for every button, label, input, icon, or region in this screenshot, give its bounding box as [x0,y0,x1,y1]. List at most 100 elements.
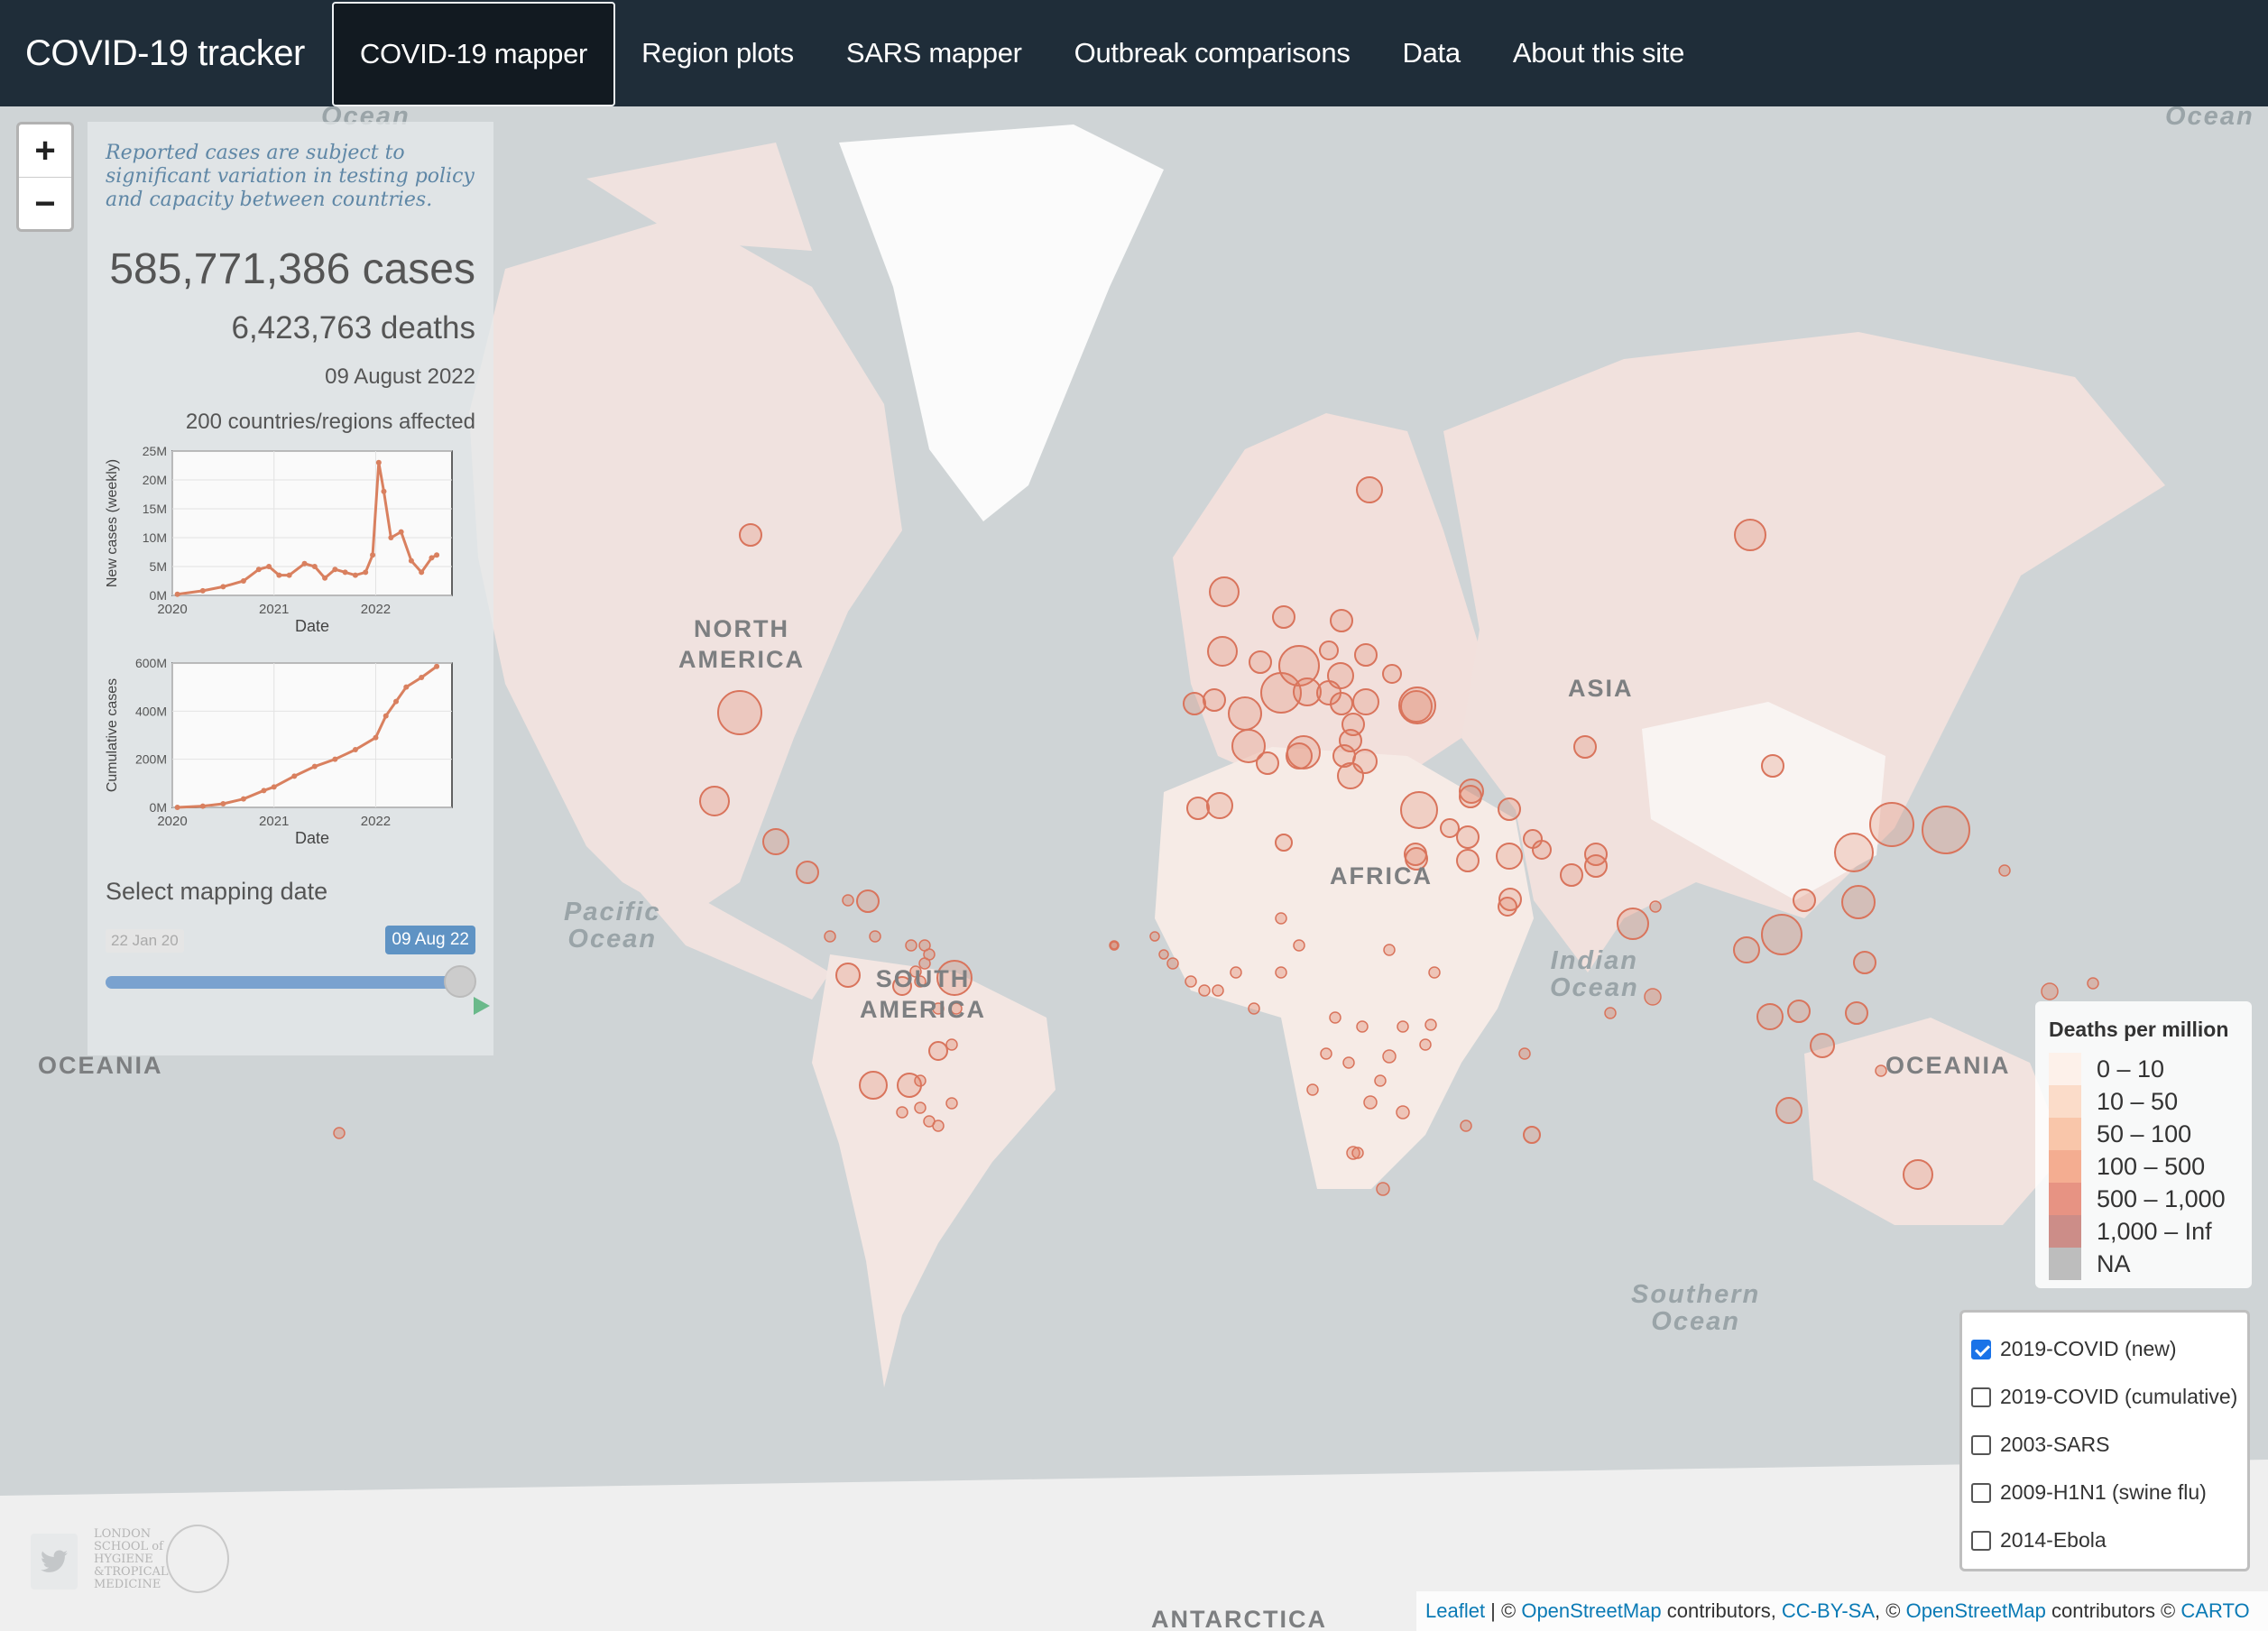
testing-note: Reported cases are subject to significan… [106,142,475,211]
layer-label[interactable]: 2009-H1N1 (swine flu) [2000,1480,2207,1504]
lshtm-logo-line: MEDICINE [94,1578,161,1591]
ocean-label-southern: Southern Ocean [1631,1280,1761,1336]
x-axis-label: Date [295,829,329,847]
continent-label-south-america: SOUTH AMERICA [860,965,986,1023]
legend-label: 0 – 10 [2097,1055,2165,1083]
y-tick-label: 400M [135,704,167,718]
play-icon[interactable] [474,997,490,1015]
layer-option[interactable]: 2019-COVID (new) [1971,1325,2238,1373]
layer-option[interactable]: 2014-Ebola [1971,1516,2238,1564]
slider-fill [106,976,457,989]
legend-item: 100 – 500 [2049,1150,2238,1183]
nav-region-plots[interactable]: Region plots [641,37,794,69]
attribution-text: | © [1485,1599,1522,1622]
slider-handle[interactable] [444,965,476,998]
map-attribution: Leaflet | © OpenStreetMap contributors, … [1416,1591,2268,1631]
total-deaths: 6,423,763 deaths [231,310,475,346]
continent-label-oceania-right: OCEANIA [1885,1052,2011,1079]
data-point [220,801,226,806]
y-tick-label: 25M [143,444,167,458]
layer-label[interactable]: 2003-SARS [2000,1433,2110,1456]
legend-label: NA [2097,1249,2131,1277]
data-point [174,591,180,597]
legend-item: 0 – 10 [2049,1053,2238,1085]
data-point [291,773,298,779]
carto-link[interactable]: CARTO [2180,1599,2250,1622]
data-point [174,805,180,810]
legend-label: 500 – 1,000 [2097,1184,2226,1212]
nav-about[interactable]: About this site [1512,37,1685,69]
cumulative-cases-chart: 0M 200M 400M 600M 2020 2021 2022 Date Cumulative… [105,656,453,847]
legend-swatch [2049,1215,2081,1248]
data-point [388,535,394,540]
data-point [342,569,348,576]
x-tick-label: 2022 [361,814,391,829]
data-point [255,567,262,573]
y-tick-label: 600M [135,656,167,670]
nav-outbreak-comparisons[interactable]: Outbreak comparisons [1074,37,1351,69]
data-point [276,572,282,578]
data-point [352,572,358,578]
layer-label[interactable]: 2019-COVID (cumulative) [2000,1385,2238,1408]
nav-sars-mapper[interactable]: SARS mapper [845,37,1022,69]
lshtm-logo: LONDON SCHOOL of HYGIENE &TROPICAL MEDICINE [94,1528,169,1591]
countries-affected: 200 countries/regions affected [185,410,475,434]
ocean-label-pacific: Pacific Ocean [564,898,661,954]
data-point [434,552,440,558]
data-point [419,675,425,680]
x-tick-label: 2022 [361,602,391,617]
nav-data[interactable]: Data [1402,37,1461,69]
legend-swatch [2049,1085,2081,1118]
data-point [266,564,272,569]
nav-covid-mapper[interactable]: COVID-19 mapper [331,2,616,106]
legend-title: Deaths per million [2049,1018,2229,1041]
legend-label: 10 – 50 [2097,1087,2179,1115]
osm-link[interactable]: OpenStreetMap [1905,1599,2046,1622]
x-axis-label: Date [295,617,329,635]
y-tick-label: 0M [150,588,167,603]
select-date-label: Select mapping date [106,878,328,905]
x-tick-label: 2020 [157,814,187,829]
map-tiles[interactable] [0,106,2268,1631]
total-cases: 585,771,386 cases [109,245,475,293]
data-point [429,555,435,561]
zoom-control: + − [16,122,74,232]
brand-title[interactable]: COVID-19 tracker [25,32,305,73]
layer-checkbox[interactable] [1971,1530,1991,1551]
layer-option[interactable]: 2019-COVID (cumulative) [1971,1373,2238,1421]
legend-label: 50 – 100 [2097,1120,2192,1147]
layer-label[interactable]: 2019-COVID (new) [2000,1337,2177,1360]
zoom-in-button[interactable]: + [34,130,56,170]
data-point [220,584,226,590]
twitter-icon[interactable] [31,1534,78,1590]
deaths-legend: Deaths per million 0 – 10 10 – 50 50 – 100… [2035,1001,2252,1288]
y-tick-label: 5M [150,559,167,574]
data-point [381,488,387,494]
y-tick-label: 20M [143,473,167,487]
slider-min-label: 22 Jan 20 [106,929,184,953]
layer-option[interactable]: 2003-SARS [1971,1421,2238,1469]
x-tick-label: 2021 [259,602,289,617]
date-slider[interactable]: 22 Jan 20 09 Aug 22 [106,926,490,1019]
layer-checkbox[interactable] [1971,1482,1991,1503]
data-point [301,560,308,567]
y-tick-label: 10M [143,530,167,545]
lshtm-logo-line: LONDON [94,1527,152,1541]
layer-checkbox[interactable] [1971,1434,1991,1455]
zoom-out-button[interactable]: − [19,177,71,230]
layer-checkbox[interactable] [1971,1339,1991,1359]
world-map[interactable]: Ocean Ocean Pacific Ocean Indian Ocean Sou… [0,106,2268,1631]
data-point [352,747,358,752]
osm-link[interactable]: OpenStreetMap [1521,1599,1662,1622]
plot-area [171,450,453,596]
data-point [240,796,246,802]
series-line [177,462,438,596]
leaflet-link[interactable]: Leaflet [1425,1599,1486,1622]
layer-label[interactable]: 2014-Ebola [2000,1528,2107,1552]
lshtm-crest-icon [166,1525,229,1593]
current-date: 09 August 2022 [325,364,475,389]
cc-by-sa-link[interactable]: CC-BY-SA [1781,1599,1876,1622]
layer-option[interactable]: 2009-H1N1 (swine flu) [1971,1469,2238,1516]
layer-checkbox[interactable] [1971,1387,1991,1407]
data-point [286,572,292,578]
